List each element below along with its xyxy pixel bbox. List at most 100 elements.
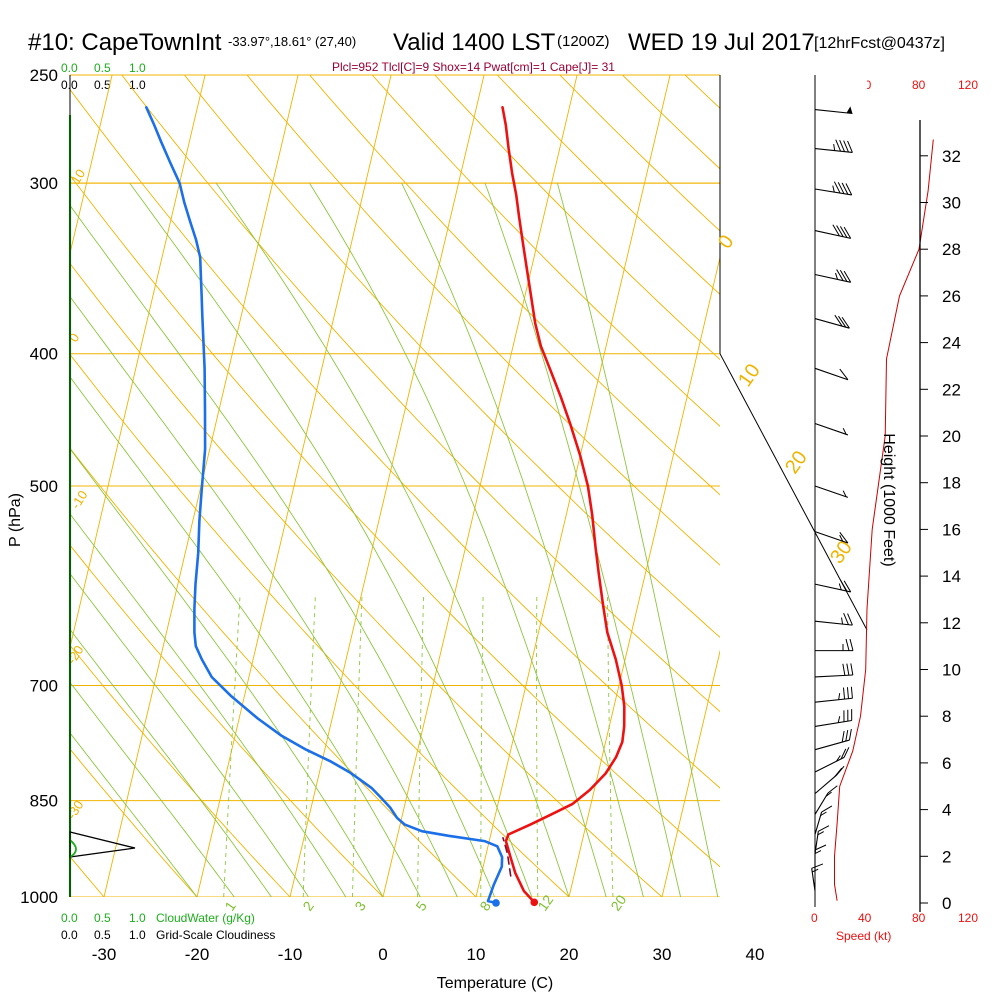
wind-barb-half-flag [825, 791, 832, 797]
wind-barb-flag [818, 825, 830, 832]
wind-barb [814, 485, 849, 498]
height-tick-label: 24 [942, 334, 961, 353]
height-tick-label: 6 [942, 754, 951, 773]
wind-barb-flag [843, 747, 850, 758]
wind-barb [814, 785, 838, 815]
cloud-water-spike [69, 839, 77, 858]
wind-barb-staff [814, 756, 845, 773]
mixing-ratio-label: 3 [351, 898, 369, 914]
height-tick-label: 18 [942, 474, 961, 493]
wind-barb-staff [814, 774, 838, 795]
dry-adiabat-line [184, 75, 867, 765]
wind-barb-pennant [846, 106, 853, 114]
stability-indices: Plcl=952 Tlcl[C]=9 Shox=14 Pwat[cm]=1 Ca… [332, 60, 615, 74]
pressure-tick-label: 250 [30, 66, 58, 85]
wind-barb-staff [814, 485, 849, 498]
wind-barb-half-flag [832, 185, 835, 193]
wind-barb [814, 579, 852, 593]
wind-barb-staff [814, 367, 849, 381]
temperature-tick-label: -10 [278, 945, 303, 964]
wind-barb-flag [845, 638, 850, 651]
speed-tick-bottom: 0 [811, 911, 818, 925]
height-tick-label: 16 [942, 520, 961, 539]
wind-barb-staff [814, 109, 853, 115]
wind-barb-flag [845, 183, 853, 196]
wind-barb [815, 638, 854, 652]
height-tick-label: 28 [942, 240, 961, 259]
wind-barb [814, 805, 833, 835]
temperature-line [501, 106, 626, 904]
wind-barb-flag [843, 612, 849, 625]
wind-barb [814, 765, 845, 795]
wind-barb-flag [848, 728, 852, 741]
moist-adiabat-line [70, 513, 347, 897]
mixing-ratio-line [606, 594, 614, 897]
cloudwater-tick-top: 0.5 [94, 61, 111, 75]
pressure-tick-label: 300 [30, 174, 58, 193]
wind-barb-flag [821, 805, 833, 813]
cloudwater-tick-bottom: 1.0 [129, 911, 146, 925]
height-tick-label: 32 [942, 147, 961, 166]
wind-barb-staff [814, 697, 853, 703]
dry-adiabat-line [70, 353, 570, 897]
wind-barb-flag [835, 139, 842, 152]
wind-barb [814, 367, 849, 381]
height-tick-label: 2 [942, 847, 951, 866]
wind-barb-flag [836, 225, 844, 237]
wind-barb-flag [846, 687, 849, 699]
pressure-tick-label: 500 [30, 477, 58, 496]
cloudiness-label: Grid-Scale Cloudiness [156, 928, 275, 942]
moist-adiabat-line [70, 376, 421, 897]
dry-adiabat-line [70, 644, 291, 897]
speed-tick-top: 120 [958, 78, 978, 92]
wind-barb-flag [836, 765, 845, 776]
wind-barb-flag [845, 729, 849, 742]
wind-barb-flag [847, 140, 853, 153]
dry-adiabat-label: 0 [66, 331, 83, 345]
wind-barb-staff [811, 868, 816, 892]
cloudwater-label: CloudWater (g/Kg) [156, 911, 255, 925]
height-tick-label: 0 [942, 894, 951, 913]
wind-barb-flag [814, 844, 827, 851]
height-tick-label: 22 [942, 380, 961, 399]
forecast-info: [12hrFcst@0437z] [814, 35, 945, 52]
wind-barb-flag [843, 687, 846, 700]
wind-barb-half-flag [838, 583, 842, 591]
mixing-ratio-line [536, 594, 539, 897]
wind-barb [814, 747, 850, 773]
wind-barb-flag [834, 767, 843, 778]
speed-axis-label: Speed (kt) [836, 929, 891, 943]
wind-barb [814, 181, 853, 196]
wind-barb-flag [832, 224, 840, 237]
pressure-tick-label: 400 [30, 345, 58, 364]
mixing-ratio-line [223, 594, 241, 897]
height-tick-label: 10 [942, 661, 961, 680]
cloudwater-tick-top: 0.0 [61, 61, 78, 75]
wind-barb-flag [837, 182, 845, 194]
speed-tick-bottom: 120 [958, 911, 978, 925]
wind-barb-half-flag [842, 490, 847, 498]
isotherm-line [382, 75, 578, 897]
wind-barb-flag [850, 663, 854, 676]
wind-barb [814, 531, 849, 544]
moist-adiabat-line [70, 628, 272, 897]
wind-barb-flag [842, 663, 846, 676]
isotherm-line [70, 75, 113, 256]
moist-adiabat-line [129, 182, 533, 897]
wind-barb [814, 686, 853, 703]
wind-barb-half-flag [814, 850, 822, 855]
valid-time: Valid 1400 LST [393, 29, 556, 56]
wind-barb-staff [814, 739, 850, 751]
isotherm-line [475, 75, 671, 897]
speed-tick-bottom: 40 [858, 911, 872, 925]
wind-barb-flag [839, 226, 848, 238]
wind-barb [814, 224, 852, 239]
moist-adiabat-line [70, 448, 384, 897]
dry-adiabat-line [70, 544, 384, 897]
wind-barb-half-flag [820, 811, 827, 817]
wind-barbs [811, 106, 854, 892]
station-coords: -33.97°,18.61° (27,40) [228, 34, 356, 49]
moist-adiabat-line [215, 182, 570, 897]
wind-barb-flag [836, 269, 844, 281]
